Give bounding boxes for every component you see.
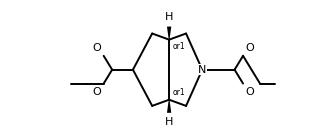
Text: O: O xyxy=(246,43,254,53)
Text: O: O xyxy=(93,87,101,97)
Text: N: N xyxy=(198,65,207,75)
Text: or1: or1 xyxy=(172,88,185,97)
Text: O: O xyxy=(93,43,101,53)
Text: H: H xyxy=(165,117,173,127)
Polygon shape xyxy=(167,100,171,113)
Text: H: H xyxy=(165,12,173,22)
Polygon shape xyxy=(167,27,171,40)
Text: O: O xyxy=(246,87,254,97)
Text: or1: or1 xyxy=(172,42,185,51)
